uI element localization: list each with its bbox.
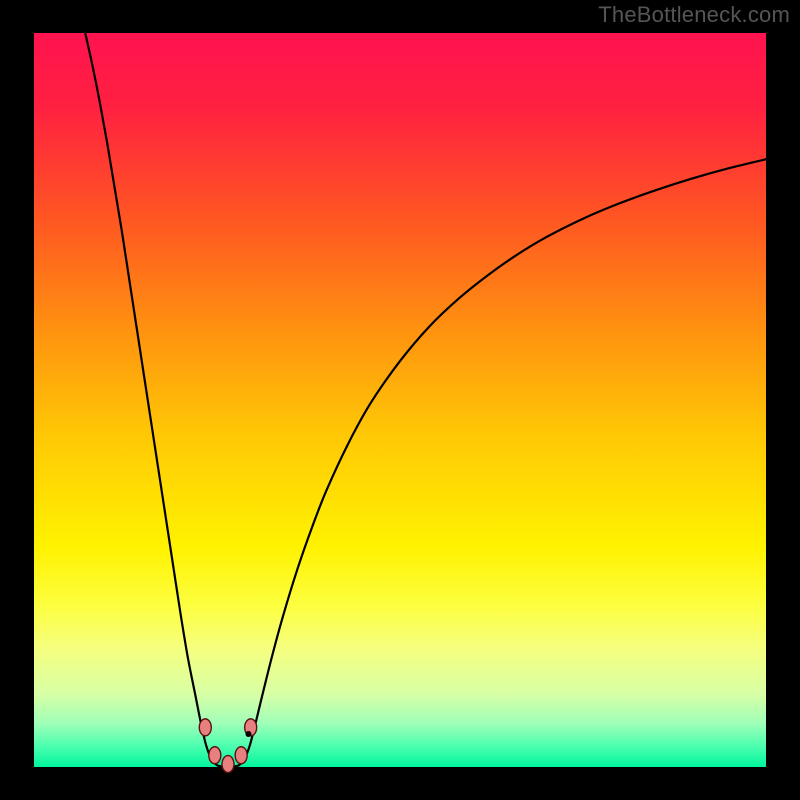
curve-marker — [222, 756, 234, 773]
plot-background — [34, 33, 766, 767]
curve-marker — [209, 747, 221, 764]
curve-marker — [199, 719, 211, 736]
curve-dot — [245, 731, 251, 737]
bottleneck-chart — [0, 0, 800, 800]
curve-marker — [235, 747, 247, 764]
watermark-text: TheBottleneck.com — [598, 2, 790, 28]
chart-container: TheBottleneck.com — [0, 0, 800, 800]
